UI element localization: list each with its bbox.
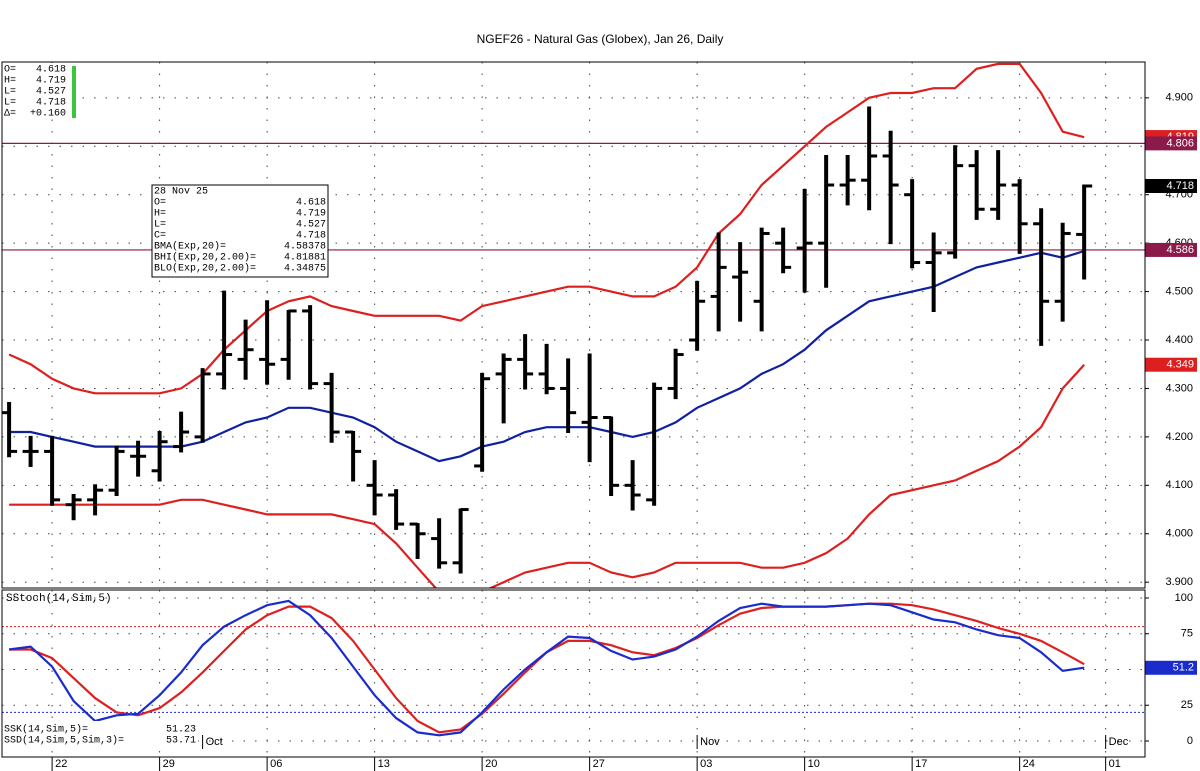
- price-label-box: [1145, 660, 1197, 675]
- x-tick-label: 20: [485, 758, 497, 770]
- plot-area: [2, 62, 1145, 588]
- series-line: [8, 599, 1085, 737]
- y-tick-label: 100: [1175, 592, 1193, 604]
- x-tick-label: 27: [593, 758, 605, 770]
- price-label: 4.806: [1166, 137, 1194, 149]
- chart-title: NGEF26 - Natural Gas (Globex), Jan 26, D…: [477, 32, 724, 46]
- y-tick-label: 4.000: [1165, 528, 1193, 540]
- info-label: Δ=: [4, 109, 16, 120]
- x-tick-label: 13: [378, 758, 390, 770]
- price-label-box: [1145, 242, 1197, 257]
- month-label: Oct: [206, 736, 223, 748]
- price-label: 4.349: [1166, 359, 1194, 371]
- data-window-label: BHI(Exp,20,2.00)=: [154, 252, 256, 264]
- x-tick-label: 03: [700, 758, 712, 770]
- price-label: 51.2: [1173, 662, 1194, 674]
- info-box: [2, 63, 72, 119]
- x-tick-label: 17: [915, 758, 927, 770]
- price-frame: [1, 61, 1146, 589]
- y-tick-label: 4.400: [1165, 334, 1193, 346]
- info-label: O=: [4, 65, 16, 76]
- y-tick-label: 3.900: [1165, 576, 1193, 588]
- data-window-label: C=: [154, 231, 166, 242]
- info-label: H=: [4, 76, 16, 87]
- info-value: 4.719: [36, 76, 66, 87]
- x-tick-label: 10: [808, 758, 820, 770]
- y-tick-label: 4.100: [1165, 479, 1193, 491]
- data-window-value: 4.719: [296, 209, 326, 220]
- info-value: 4.527: [36, 87, 66, 98]
- price-label: 4.586: [1166, 244, 1194, 256]
- data-window-value: 4.58378: [284, 242, 326, 253]
- y-tick-label: 4.300: [1165, 382, 1193, 394]
- data-window: [151, 184, 329, 278]
- stoch-frame: [1, 589, 1146, 758]
- info-label: L=: [4, 98, 16, 109]
- data-window-value: 4.527: [296, 220, 326, 231]
- series-line: [9, 249, 1085, 463]
- y-tick-label: 75: [1181, 628, 1193, 640]
- info-value: 4.718: [36, 98, 66, 109]
- data-window-title: 28 Nov 25: [154, 187, 208, 198]
- plot-layer: [2, 62, 1145, 757]
- month-label: Nov: [700, 736, 720, 748]
- x-tick-label: 29: [163, 758, 175, 770]
- data-window-label: BLO(Exp,20,2.00)=: [154, 263, 256, 275]
- y-tick-label: 4.200: [1165, 431, 1193, 443]
- readout-label: SSK(14,Sim,5)=: [4, 724, 88, 736]
- data-window-value: 4.81881: [284, 253, 326, 264]
- data-window-value: 4.718: [296, 231, 326, 242]
- readout-label: SSD(14,Sim,5,Sim,3)=: [4, 735, 124, 747]
- info-label: L=: [4, 87, 16, 98]
- data-window-label: L=: [154, 220, 166, 231]
- price-label: 4.718: [1166, 180, 1194, 192]
- y-tick-label: 4.900: [1165, 92, 1193, 104]
- data-window-label: BMA(Exp,20)=: [154, 241, 226, 253]
- price-label-box: [1145, 178, 1197, 193]
- info-value: +0.160: [30, 109, 66, 120]
- y-tick-label: 4.500: [1165, 285, 1193, 297]
- x-tick-label: 22: [55, 758, 67, 770]
- readout-box: [2, 721, 198, 745]
- series-line: [8, 62, 1085, 395]
- info-value: 4.618: [36, 65, 66, 76]
- x-tick-label: 06: [270, 758, 282, 770]
- info-bar: [72, 66, 76, 118]
- readout-value: 51.23: [166, 725, 196, 736]
- readout-value: 53.71: [166, 736, 196, 747]
- data-window-value: 4.618: [296, 198, 326, 209]
- y-tick-label: 25: [1181, 699, 1193, 711]
- price-label-box: [1145, 136, 1197, 151]
- data-window-value: 4.34875: [284, 264, 326, 275]
- x-tick-label: 24: [1023, 758, 1035, 770]
- series-line: [9, 364, 1086, 588]
- data-window-label: O=: [154, 198, 166, 209]
- month-label: Dec: [1109, 736, 1129, 748]
- panel-title: SStoch(14,Sim,5): [6, 593, 112, 605]
- x-tick-label: 01: [1109, 758, 1121, 770]
- price-label-box: [1145, 357, 1197, 372]
- data-window-label: H=: [154, 209, 166, 220]
- y-tick-label: 0: [1187, 735, 1193, 747]
